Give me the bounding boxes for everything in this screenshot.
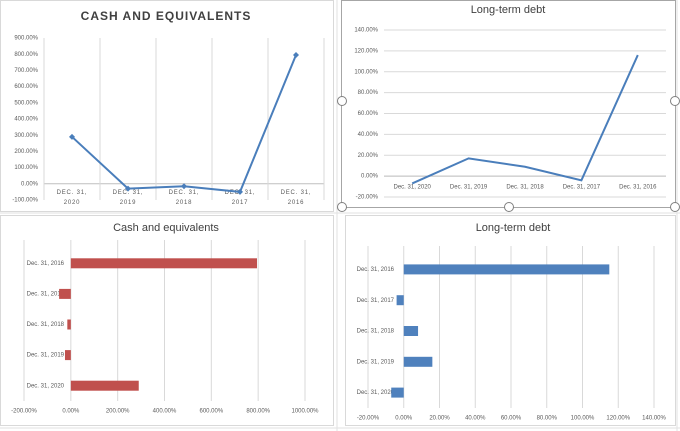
x-tick-label: -20.00% [357, 416, 380, 422]
y-tick-label: 60.00% [358, 111, 379, 117]
x-tick-label: Dec. 31, 2020 [394, 185, 432, 191]
y-tick-label: 700.00% [14, 68, 38, 74]
y-tick-label: Dec. 31, 2020 [27, 383, 65, 389]
chart-panel-selected[interactable] [341, 0, 676, 208]
bar [396, 295, 404, 306]
x-tick-label: DEC. 31, 2016 [281, 189, 312, 205]
data-marker [69, 133, 75, 140]
y-tick-label: 0.00% [21, 181, 39, 187]
chart-panel[interactable] [0, 215, 334, 426]
data-marker [293, 52, 299, 59]
x-tick-label: 140.00% [642, 416, 666, 422]
y-tick-label: Dec. 31, 2016 [27, 261, 65, 267]
data-line [411, 54, 639, 185]
x-tick-label: 0.00% [62, 409, 80, 415]
x-tick-label: DEC. 31, 2020 [57, 189, 88, 205]
x-tick-label: 400.00% [153, 409, 177, 415]
x-tick-label: 60.00% [501, 416, 522, 422]
y-tick-label: Dec. 31, 2016 [357, 267, 395, 273]
y-tick-label: 80.00% [358, 90, 379, 96]
y-tick-label: Dec. 31, 2019 [27, 353, 65, 359]
chart-panel[interactable] [0, 0, 334, 212]
y-tick-label: Dec. 31, 2017 [357, 298, 395, 304]
resize-handle[interactable] [337, 202, 347, 212]
bar [70, 380, 139, 391]
y-tick-label: Dec. 31, 2018 [27, 322, 65, 328]
resize-handle[interactable] [670, 96, 680, 106]
x-tick-label: 80.00% [537, 416, 558, 422]
y-tick-label: 40.00% [358, 132, 379, 138]
y-tick-label: Dec. 31, 2018 [357, 329, 395, 335]
y-tick-label: -100.00% [12, 198, 38, 204]
y-tick-label: 100.00% [354, 69, 378, 75]
y-tick-label: 20.00% [358, 153, 379, 159]
y-tick-label: 800.00% [14, 52, 38, 58]
y-tick-label: 120.00% [354, 48, 378, 54]
bar [403, 356, 433, 367]
y-tick-label: 900.00% [14, 36, 38, 42]
charts: CASH AND EQUIVALENTS -100.00% 0.00% 100.00%… [11, 4, 666, 422]
x-tick-label: 0.00% [395, 416, 413, 422]
y-tick-label: 300.00% [14, 133, 38, 139]
y-tick-label: 140.00% [354, 28, 378, 34]
x-tick-label: DEC. 31, 2018 [169, 189, 200, 205]
x-tick-label: Dec. 31, 2016 [619, 185, 657, 191]
x-tick-label: 40.00% [465, 416, 486, 422]
chart-title: Long-term debt [476, 222, 551, 234]
x-tick-label: Dec. 31, 2018 [506, 185, 544, 191]
x-tick-label: 800.00% [246, 409, 270, 415]
selection-handles [337, 96, 680, 212]
x-tick-label: Dec. 31, 2017 [563, 185, 601, 191]
resize-handle[interactable] [670, 202, 680, 212]
chart-title: Cash and equivalents [113, 222, 219, 234]
y-tick-label: -20.00% [356, 195, 379, 201]
resize-handle[interactable] [337, 96, 347, 106]
x-tick-label: DEC. 31, 2019 [113, 189, 144, 205]
chart-title: Long-term debt [471, 4, 546, 16]
bar [391, 387, 404, 398]
y-tick-label: 500.00% [14, 100, 38, 106]
bar [64, 350, 71, 361]
y-tick-label: 600.00% [14, 84, 38, 90]
bar [403, 264, 610, 275]
bar [59, 288, 71, 299]
data-marker [237, 188, 243, 195]
y-tick-label: Dec. 31, 2017 [27, 291, 65, 297]
x-tick-label: 100.00% [571, 416, 595, 422]
resize-handle[interactable] [504, 202, 514, 212]
x-tick-label: 120.00% [606, 416, 630, 422]
data-marker [181, 183, 187, 190]
bar [403, 326, 419, 336]
x-tick-label: 1000.00% [291, 409, 319, 415]
x-tick-label: -200.00% [11, 409, 37, 415]
x-tick-label: 200.00% [106, 409, 130, 415]
x-tick-label: 600.00% [199, 409, 223, 415]
x-tick-label: 20.00% [429, 416, 450, 422]
y-tick-label: 200.00% [14, 149, 38, 155]
y-tick-label: Dec. 31, 2019 [357, 359, 395, 365]
data-marker [125, 185, 131, 192]
x-tick-label: Dec. 31, 2019 [450, 185, 488, 191]
y-tick-label: 400.00% [14, 117, 38, 123]
y-tick-label: Dec. 31, 2020 [357, 390, 395, 396]
bar [67, 319, 71, 330]
bar [70, 258, 257, 269]
chart-title: CASH AND EQUIVALENTS [81, 9, 252, 23]
y-tick-label: 100.00% [14, 165, 38, 171]
y-tick-label: 0.00% [361, 174, 379, 180]
